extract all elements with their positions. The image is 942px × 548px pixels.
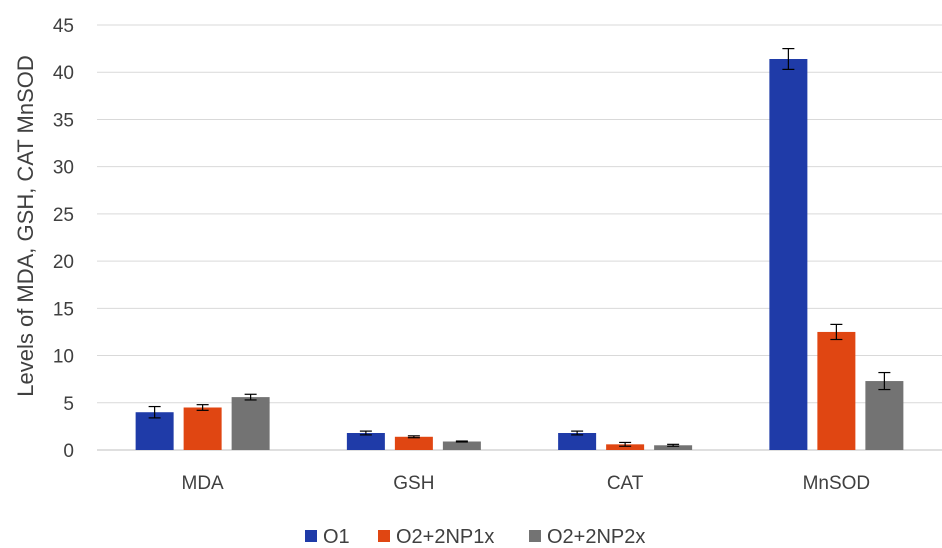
- legend-label: O2+2NP1x: [396, 526, 494, 548]
- bar: [183, 407, 222, 450]
- error-bar: [455, 440, 468, 443]
- y-tick-label: 45: [53, 16, 74, 37]
- legend: O1 O2+2NP1x O2+2NP2x: [305, 526, 645, 548]
- error-bar: [619, 441, 632, 447]
- y-tick-label: 5: [63, 394, 74, 415]
- y-tick-label: 30: [53, 158, 74, 179]
- error-bar: [244, 393, 257, 401]
- error-bar: [571, 430, 584, 436]
- bar: [817, 331, 856, 450]
- error-bar: [148, 405, 161, 419]
- category-labels: MDA GSH CAT MnSOD: [182, 473, 871, 494]
- error-bars: [148, 48, 891, 447]
- y-tick-labels: 0 5 10 15 20 25 30 35 40 45: [53, 16, 74, 462]
- category-label: CAT: [607, 473, 644, 494]
- bar: [135, 412, 174, 450]
- y-tick-label: 10: [53, 347, 74, 368]
- gridlines: [97, 24, 942, 451]
- error-bar: [878, 371, 891, 391]
- y-tick-label: 25: [53, 205, 74, 226]
- bar: [769, 59, 808, 450]
- y-tick-label: 20: [53, 252, 74, 273]
- category-label: GSH: [393, 473, 434, 494]
- legend-swatch: [529, 530, 541, 542]
- legend-swatch: [305, 530, 317, 542]
- category-label: MnSOD: [803, 473, 871, 494]
- y-tick-label: 15: [53, 299, 74, 320]
- y-tick-label: 40: [53, 63, 74, 84]
- y-tick-label: 35: [53, 110, 74, 131]
- error-bar: [830, 323, 843, 341]
- legend-label: O1: [323, 526, 350, 548]
- bar: [231, 397, 270, 450]
- bar: [865, 381, 904, 450]
- y-axis-title: Levels of MDA, GSH, CAT MnSOD: [13, 55, 38, 397]
- error-bar: [407, 435, 420, 439]
- bar: [606, 444, 645, 450]
- legend-swatch: [378, 530, 390, 542]
- bar: [346, 433, 385, 450]
- bar: [442, 441, 481, 450]
- bars: [135, 59, 904, 450]
- error-bar: [667, 443, 680, 447]
- category-label: MDA: [182, 473, 225, 494]
- y-tick-label: 0: [63, 441, 74, 462]
- bar: [558, 433, 597, 450]
- legend-label: O2+2NP2x: [547, 526, 645, 548]
- bar: [394, 436, 433, 450]
- legend-item: O2+2NP2x: [529, 526, 645, 548]
- legend-item: O1: [305, 526, 350, 548]
- error-bar: [196, 404, 209, 411]
- legend-item: O2+2NP1x: [378, 526, 494, 548]
- error-bar: [782, 48, 795, 70]
- error-bar: [359, 430, 372, 436]
- bar: [654, 445, 693, 450]
